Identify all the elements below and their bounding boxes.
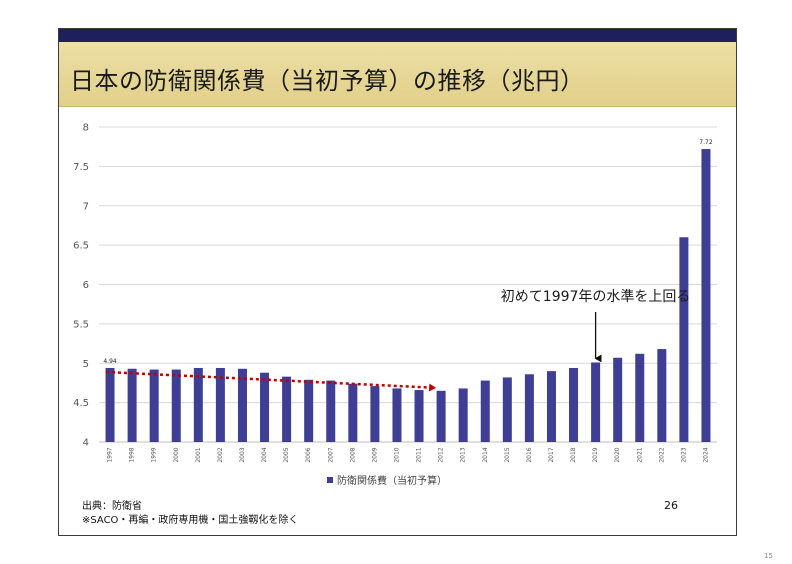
bar [414, 390, 424, 442]
annotation-text: 初めて1997年の水準を上回る [501, 288, 691, 305]
x-tick-label: 2016 [526, 447, 533, 462]
x-tick-label: 2012 [438, 447, 445, 462]
bar [304, 379, 314, 442]
x-tick-label: 2010 [393, 447, 400, 462]
x-tick-label: 2019 [592, 447, 599, 462]
data-label: 7.72 [699, 139, 713, 146]
x-tick-label: 2020 [614, 447, 621, 462]
x-tick-label: 2013 [460, 447, 467, 462]
bar [105, 367, 115, 442]
y-tick-label: 5 [83, 359, 89, 370]
y-tick-label: 4 [83, 438, 89, 449]
bar [370, 386, 380, 442]
bar [260, 372, 270, 442]
gridlines [99, 126, 717, 443]
data-labels: 4.94 7.72 [103, 139, 712, 365]
y-axis-ticks: 4 4.5 5 5.5 6 6.5 7 7.5 8 [73, 123, 89, 449]
x-tick-label: 1998 [129, 447, 136, 462]
y-tick-label: 4.5 [73, 398, 89, 409]
x-tick-label: 2005 [283, 447, 290, 462]
x-tick-label: 2017 [548, 447, 555, 462]
bar [657, 349, 667, 442]
data-label: 4.94 [103, 358, 117, 365]
bar [348, 383, 358, 442]
y-tick-label: 6.5 [73, 241, 89, 252]
slide-title: 日本の防衛関係費（当初予算）の推移（兆円） [70, 67, 585, 95]
x-tick-label: 2008 [349, 447, 356, 462]
x-tick-label: 2014 [482, 447, 489, 462]
x-axis-ticks: 1997 1998 1999 2000 2001 2002 2003 2004 2005 2006… [107, 447, 710, 462]
x-tick-label: 1997 [107, 447, 114, 462]
y-tick-label: 6 [83, 280, 89, 291]
legend-label: 防衛関係費（当初予算） [337, 474, 447, 487]
x-tick-label: 2015 [504, 447, 511, 462]
x-tick-label: 2004 [261, 447, 268, 462]
source-note: 出典：防衛省 ※SACO・再編・政府専用機・国土強靱化を除く [82, 500, 298, 528]
bar [193, 367, 203, 442]
x-tick-label: 2018 [570, 447, 577, 462]
bar [237, 368, 247, 442]
bar [569, 367, 579, 442]
x-tick-label: 2023 [680, 447, 687, 462]
y-tick-label: 7 [83, 201, 89, 212]
x-tick-label: 2011 [416, 447, 423, 462]
bar [480, 380, 490, 442]
x-tick-label: 2003 [239, 447, 246, 462]
x-tick-label: 2009 [371, 447, 378, 462]
annotations: 初めて1997年の水準を上回る [105, 288, 691, 392]
slide-top-band [59, 29, 736, 42]
bar [127, 368, 137, 442]
bar [458, 388, 468, 442]
bar [524, 374, 534, 442]
y-tick-label: 7.5 [73, 162, 89, 173]
bar [635, 353, 645, 442]
x-tick-label: 2001 [195, 447, 202, 462]
y-tick-label: 5.5 [73, 319, 89, 330]
bar [326, 380, 336, 442]
trend-arrow [105, 370, 437, 392]
bar [502, 377, 512, 442]
bar [171, 369, 181, 442]
legend: 防衛関係費（当初予算） [327, 474, 447, 487]
source-line: 出典：防衛省 [82, 501, 142, 512]
bar [149, 369, 159, 442]
bar [392, 388, 402, 442]
bar-chart: 4 4.5 5 5.5 6 6.5 7 7.5 8 1997 1998 1999 2000 2001 20… [73, 123, 717, 487]
slide-page-number: 26 [664, 499, 678, 512]
bar [282, 376, 292, 442]
bar [546, 371, 556, 442]
bar [215, 367, 225, 442]
x-tick-label: 2007 [327, 447, 334, 462]
x-tick-label: 2024 [702, 447, 709, 462]
x-tick-label: 2022 [658, 447, 665, 462]
bar [701, 149, 711, 443]
title-band: 日本の防衛関係費（当初予算）の推移（兆円） [59, 42, 736, 107]
bar [436, 390, 446, 442]
x-tick-label: 2000 [173, 447, 180, 462]
exclusion-note: ※SACO・再編・政府専用機・国土強靱化を除く [82, 515, 299, 526]
x-tick-label: 2006 [305, 447, 312, 462]
x-tick-label: 2002 [217, 447, 224, 462]
outer-page-number: 15 [764, 552, 773, 560]
bar [613, 357, 623, 442]
slide: 日本の防衛関係費（当初予算）の推移（兆円） 4 4.5 5 5.5 6 6.5 7 7.5 8 … [58, 28, 737, 536]
bar [679, 237, 689, 442]
x-tick-label: 2021 [636, 447, 643, 462]
x-tick-label: 1999 [151, 447, 158, 462]
legend-swatch [327, 477, 333, 483]
y-tick-label: 8 [83, 123, 89, 134]
bars [105, 149, 711, 443]
bar [591, 362, 601, 442]
